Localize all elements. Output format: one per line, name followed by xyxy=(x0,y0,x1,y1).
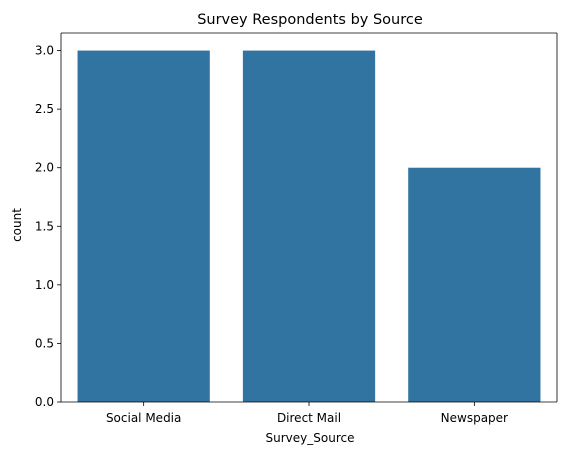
y-tick-label: 1.5 xyxy=(35,219,54,233)
y-tick-label: 0.5 xyxy=(35,336,54,350)
x-tick-label: Direct Mail xyxy=(277,411,341,425)
y-tick-label: 2.0 xyxy=(35,161,54,175)
y-tick-label: 1.0 xyxy=(35,278,54,292)
x-axis-label: Survey_Source xyxy=(266,431,355,445)
x-tick-label: Newspaper xyxy=(441,411,508,425)
bar xyxy=(408,167,541,402)
chart-title: Survey Respondents by Source xyxy=(197,12,423,28)
y-tick-label: 0.0 xyxy=(35,395,54,409)
bar xyxy=(77,50,210,402)
x-tick-label: Social Media xyxy=(106,411,181,425)
y-axis-label: count xyxy=(10,208,24,242)
y-tick-label: 2.5 xyxy=(35,102,54,116)
plot-area: Social Media Direct Mail Newspaper 0.0 0.5 1.… xyxy=(35,32,558,425)
bar xyxy=(242,50,376,402)
y-tick-label: 3.0 xyxy=(35,44,54,58)
